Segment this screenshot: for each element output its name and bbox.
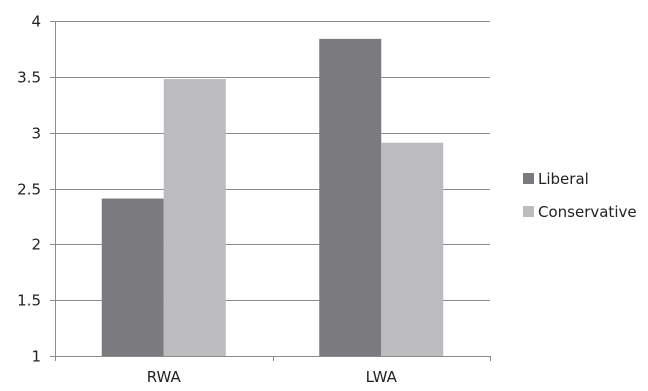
y-axis-tick-labels: 1 1.5 2 2.5 3 3.5 4 xyxy=(17,13,41,366)
bar-conservative-lwa xyxy=(381,142,444,356)
x-category-label: RWA xyxy=(147,368,182,386)
y-tick-label: 2.5 xyxy=(17,181,41,199)
y-tick-label: 1.5 xyxy=(17,292,41,310)
bar-conservative-rwa xyxy=(163,79,226,357)
legend-item-conservative: Conservative xyxy=(523,203,637,221)
x-axis-category-labels: RWA LWA xyxy=(147,368,398,386)
y-tick-label: 1 xyxy=(31,348,41,366)
legend-label: Liberal xyxy=(538,170,589,188)
legend-label: Conservative xyxy=(538,203,637,221)
legend: Liberal Conservative xyxy=(523,170,637,221)
x-category-label: LWA xyxy=(366,368,398,386)
legend-swatch xyxy=(523,173,534,184)
y-tick-label: 4 xyxy=(31,13,41,31)
y-tick-label: 3.5 xyxy=(17,69,41,87)
legend-swatch xyxy=(523,206,534,217)
bars xyxy=(101,38,444,357)
bar-liberal-rwa xyxy=(101,198,164,356)
y-tick-label: 2 xyxy=(31,236,41,254)
y-tick-label: 3 xyxy=(31,125,41,143)
legend-item-liberal: Liberal xyxy=(523,170,589,188)
axes xyxy=(50,21,491,361)
bar-liberal-lwa xyxy=(319,38,382,356)
